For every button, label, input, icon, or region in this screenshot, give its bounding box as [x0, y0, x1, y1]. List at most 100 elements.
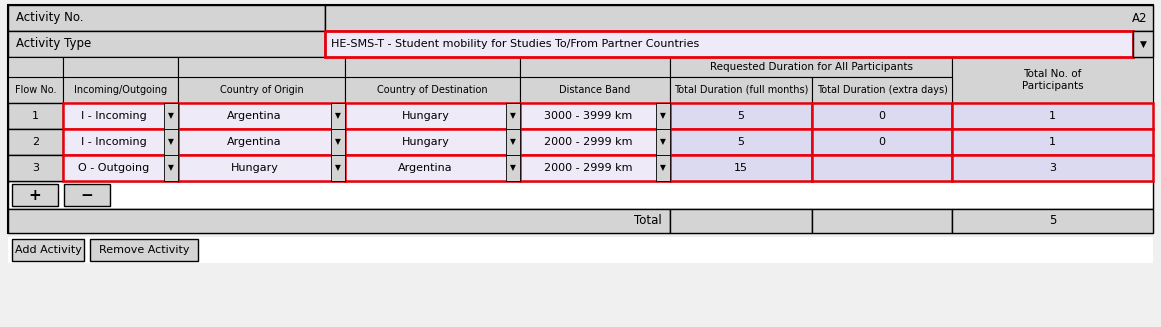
- Bar: [164, 155, 178, 181]
- Bar: [63, 77, 178, 103]
- Text: ▼: ▼: [661, 164, 666, 173]
- Bar: [325, 5, 1153, 31]
- Text: 3000 - 3999 km: 3000 - 3999 km: [543, 111, 632, 121]
- Bar: [952, 57, 1153, 103]
- Text: +: +: [29, 187, 42, 202]
- Text: ▼: ▼: [510, 137, 515, 146]
- Text: 5: 5: [737, 137, 744, 147]
- Bar: [1133, 31, 1153, 57]
- Text: −: −: [80, 187, 93, 202]
- Text: I - Incoming: I - Incoming: [80, 111, 146, 121]
- Bar: [8, 209, 670, 233]
- Text: 1: 1: [33, 111, 39, 121]
- Text: Argentina: Argentina: [228, 137, 282, 147]
- Text: A2: A2: [1132, 11, 1147, 25]
- Bar: [656, 103, 670, 129]
- Bar: [331, 103, 345, 129]
- Bar: [63, 103, 178, 129]
- Text: 0: 0: [879, 111, 886, 121]
- Text: ▼: ▼: [1140, 40, 1146, 48]
- Text: Total Duration (full months): Total Duration (full months): [673, 85, 808, 95]
- Text: ▼: ▼: [510, 112, 515, 121]
- Bar: [345, 57, 520, 103]
- Bar: [670, 103, 812, 129]
- Bar: [812, 103, 952, 129]
- Bar: [12, 239, 84, 261]
- Bar: [952, 103, 1153, 129]
- Bar: [670, 209, 812, 233]
- Bar: [656, 129, 670, 155]
- Text: Country of Origin: Country of Origin: [219, 85, 303, 95]
- Text: 2: 2: [33, 137, 39, 147]
- Bar: [178, 77, 345, 103]
- Bar: [656, 155, 670, 181]
- Bar: [812, 77, 952, 103]
- Bar: [63, 57, 178, 103]
- Text: 1: 1: [1050, 111, 1057, 121]
- Text: Flow No.: Flow No.: [15, 85, 56, 95]
- Text: Hungary: Hungary: [231, 163, 279, 173]
- Bar: [8, 237, 1153, 263]
- Bar: [12, 184, 58, 206]
- Text: Remove Activity: Remove Activity: [99, 245, 189, 255]
- Bar: [952, 209, 1153, 233]
- Text: Total: Total: [634, 215, 662, 228]
- Text: 3: 3: [33, 163, 39, 173]
- Bar: [520, 103, 670, 129]
- Bar: [670, 155, 812, 181]
- Text: ▼: ▼: [168, 112, 174, 121]
- Bar: [670, 57, 952, 77]
- Bar: [8, 57, 63, 103]
- Text: ▼: ▼: [661, 137, 666, 146]
- Bar: [8, 155, 63, 181]
- Text: 5: 5: [737, 111, 744, 121]
- Bar: [178, 103, 345, 129]
- Text: ▼: ▼: [336, 137, 341, 146]
- Bar: [520, 129, 670, 155]
- Text: ▼: ▼: [661, 112, 666, 121]
- Text: 15: 15: [734, 163, 748, 173]
- Text: ▼: ▼: [336, 164, 341, 173]
- Bar: [520, 57, 670, 103]
- Bar: [506, 129, 520, 155]
- Bar: [331, 155, 345, 181]
- Text: Hungary: Hungary: [402, 137, 449, 147]
- Bar: [345, 77, 520, 103]
- Bar: [952, 129, 1153, 155]
- Bar: [812, 129, 952, 155]
- Bar: [8, 129, 63, 155]
- Bar: [345, 129, 520, 155]
- Bar: [345, 103, 520, 129]
- Text: Country of Destination: Country of Destination: [377, 85, 488, 95]
- Text: Total No. of
Participants: Total No. of Participants: [1022, 69, 1083, 91]
- Text: 2000 - 2999 km: 2000 - 2999 km: [543, 137, 633, 147]
- Text: Total Duration (extra days): Total Duration (extra days): [816, 85, 947, 95]
- Text: Activity No.: Activity No.: [16, 11, 84, 25]
- Bar: [325, 31, 1133, 57]
- Bar: [506, 155, 520, 181]
- Text: ▼: ▼: [168, 164, 174, 173]
- Bar: [164, 103, 178, 129]
- Text: Requested Duration for All Participants: Requested Duration for All Participants: [709, 62, 913, 72]
- Text: HE-SMS-T - Student mobility for Studies To/From Partner Countries: HE-SMS-T - Student mobility for Studies …: [331, 39, 699, 49]
- Bar: [8, 31, 325, 57]
- Text: 0: 0: [879, 137, 886, 147]
- Bar: [63, 129, 178, 155]
- Bar: [63, 155, 178, 181]
- Bar: [91, 239, 199, 261]
- Bar: [520, 77, 670, 103]
- Text: 5: 5: [1048, 215, 1057, 228]
- Bar: [178, 129, 345, 155]
- Text: ▼: ▼: [510, 164, 515, 173]
- Text: Incoming/Outgoing: Incoming/Outgoing: [74, 85, 167, 95]
- Bar: [8, 181, 1153, 209]
- Text: O - Outgoing: O - Outgoing: [78, 163, 149, 173]
- Text: ▼: ▼: [168, 137, 174, 146]
- Text: ▼: ▼: [336, 112, 341, 121]
- Bar: [345, 155, 520, 181]
- Text: Activity Type: Activity Type: [16, 38, 92, 50]
- Bar: [8, 77, 63, 103]
- Text: 3: 3: [1050, 163, 1057, 173]
- Bar: [506, 103, 520, 129]
- Text: Argentina: Argentina: [228, 111, 282, 121]
